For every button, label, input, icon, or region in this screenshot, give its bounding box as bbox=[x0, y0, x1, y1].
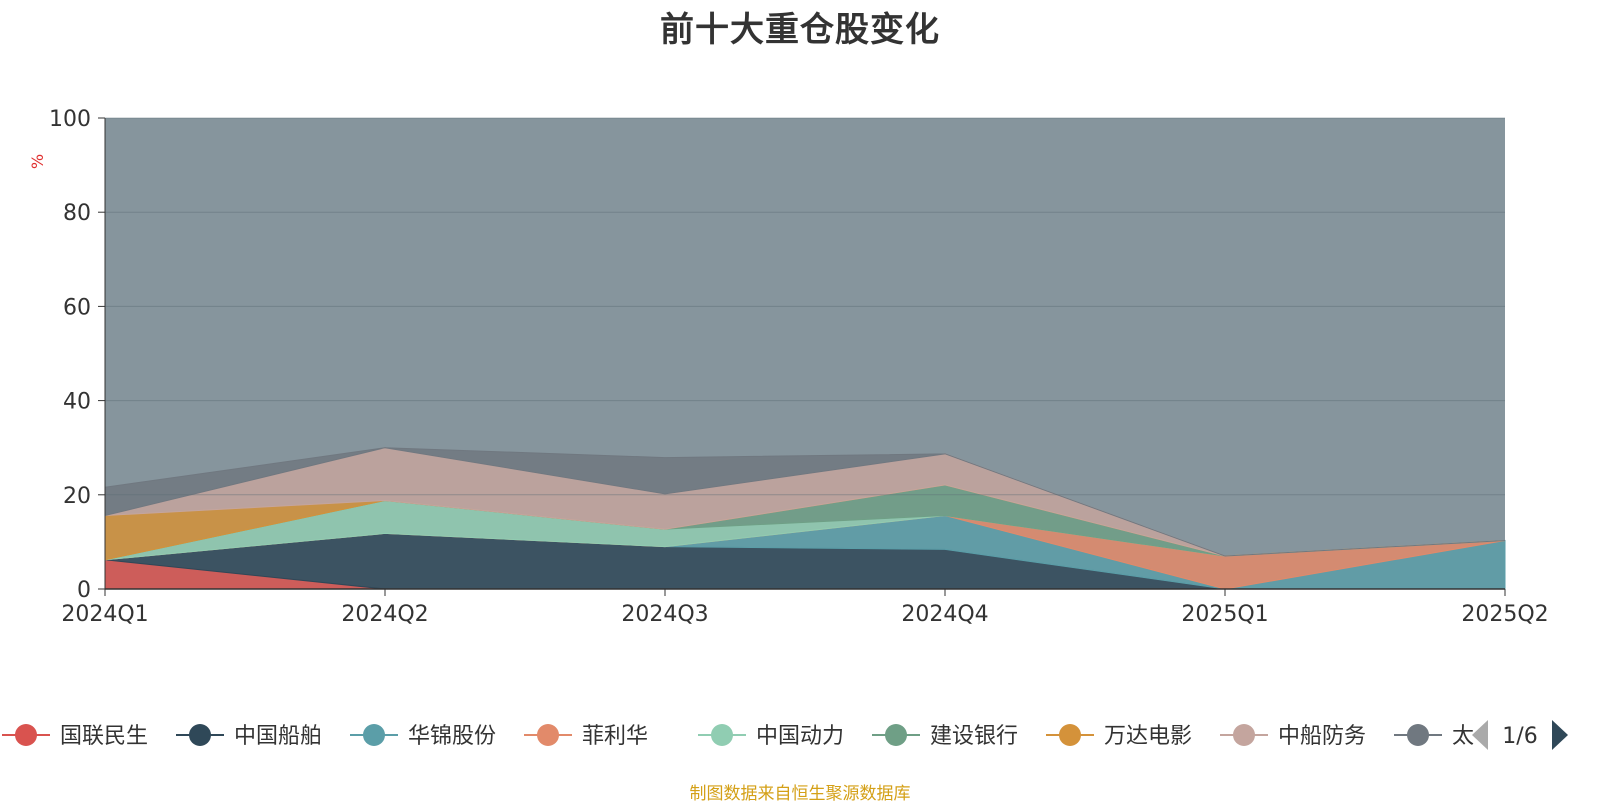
legend-label-5: 建设银行 bbox=[930, 724, 1018, 749]
legend: 国联民生 中国船舶 华锦股份 菲利华 中国动力 建设银行 万达电影 中船防务 太 1/6 bbox=[2, 720, 1568, 750]
legend-prev-icon[interactable] bbox=[1472, 720, 1488, 750]
legend-marker-4 bbox=[711, 724, 733, 746]
y-tick-label-3: 60 bbox=[63, 295, 91, 320]
legend-label-6: 万达电影 bbox=[1104, 724, 1192, 749]
legend-pager: 1/6 bbox=[1472, 720, 1568, 750]
x-tick-label-1: 2024Q2 bbox=[341, 602, 428, 627]
legend-marker-2 bbox=[363, 724, 385, 746]
y-tick-label-1: 20 bbox=[63, 484, 91, 509]
x-tick-label-5: 2025Q2 bbox=[1461, 602, 1548, 627]
legend-label-1: 中国船舶 bbox=[234, 724, 322, 749]
legend-item-0[interactable]: 国联民生 bbox=[2, 724, 148, 749]
legend-label-7: 中船防务 bbox=[1278, 724, 1366, 749]
y-tick-label-4: 80 bbox=[63, 201, 91, 226]
legend-next-icon[interactable] bbox=[1552, 720, 1568, 750]
legend-marker-6 bbox=[1059, 724, 1081, 746]
legend-item-5[interactable]: 建设银行 bbox=[872, 724, 1018, 749]
legend-marker-1 bbox=[189, 724, 211, 746]
legend-page-indicator: 1/6 bbox=[1502, 724, 1537, 749]
x-tick-label-3: 2024Q4 bbox=[901, 602, 988, 627]
legend-item-4[interactable]: 中国动力 bbox=[698, 724, 844, 749]
legend-item-3[interactable]: 菲利华 bbox=[524, 724, 648, 749]
y-tick-label-2: 40 bbox=[63, 390, 91, 415]
x-tick-label-2: 2024Q3 bbox=[621, 602, 708, 627]
legend-label-0: 国联民生 bbox=[60, 724, 148, 749]
grid-lines bbox=[105, 117, 1505, 496]
axes: 0 20 40 60 80 100 2024Q1 2024Q2 2024Q3 2024Q4 2025… bbox=[49, 107, 1549, 627]
legend-label-3: 菲利华 bbox=[582, 724, 648, 749]
legend-marker-3 bbox=[537, 724, 559, 746]
legend-label-8: 太 bbox=[1452, 724, 1474, 749]
x-tick-label-4: 2025Q1 bbox=[1181, 602, 1268, 627]
y-tick-label-5: 100 bbox=[49, 107, 91, 132]
legend-marker-0 bbox=[15, 724, 37, 746]
legend-item-1[interactable]: 中国船舶 bbox=[176, 724, 322, 749]
legend-item-8[interactable]: 太 bbox=[1394, 724, 1474, 749]
legend-label-2: 华锦股份 bbox=[408, 724, 496, 749]
legend-item-7[interactable]: 中船防务 bbox=[1220, 724, 1366, 749]
legend-label-4: 中国动力 bbox=[756, 724, 844, 749]
y-tick-label-0: 0 bbox=[77, 578, 91, 603]
source-note: 制图数据来自恒生聚源数据库 bbox=[689, 784, 911, 804]
x-tick-label-0: 2024Q1 bbox=[61, 602, 148, 627]
legend-marker-8 bbox=[1407, 724, 1429, 746]
legend-marker-7 bbox=[1233, 724, 1255, 746]
legend-marker-5 bbox=[885, 724, 907, 746]
legend-item-6[interactable]: 万达电影 bbox=[1046, 724, 1192, 749]
area-bands bbox=[104, 118, 1506, 590]
legend-item-2[interactable]: 华锦股份 bbox=[350, 724, 496, 749]
area-series-8 bbox=[104, 447, 1506, 557]
chart-title: 前十大重仓股变化 bbox=[660, 10, 940, 50]
